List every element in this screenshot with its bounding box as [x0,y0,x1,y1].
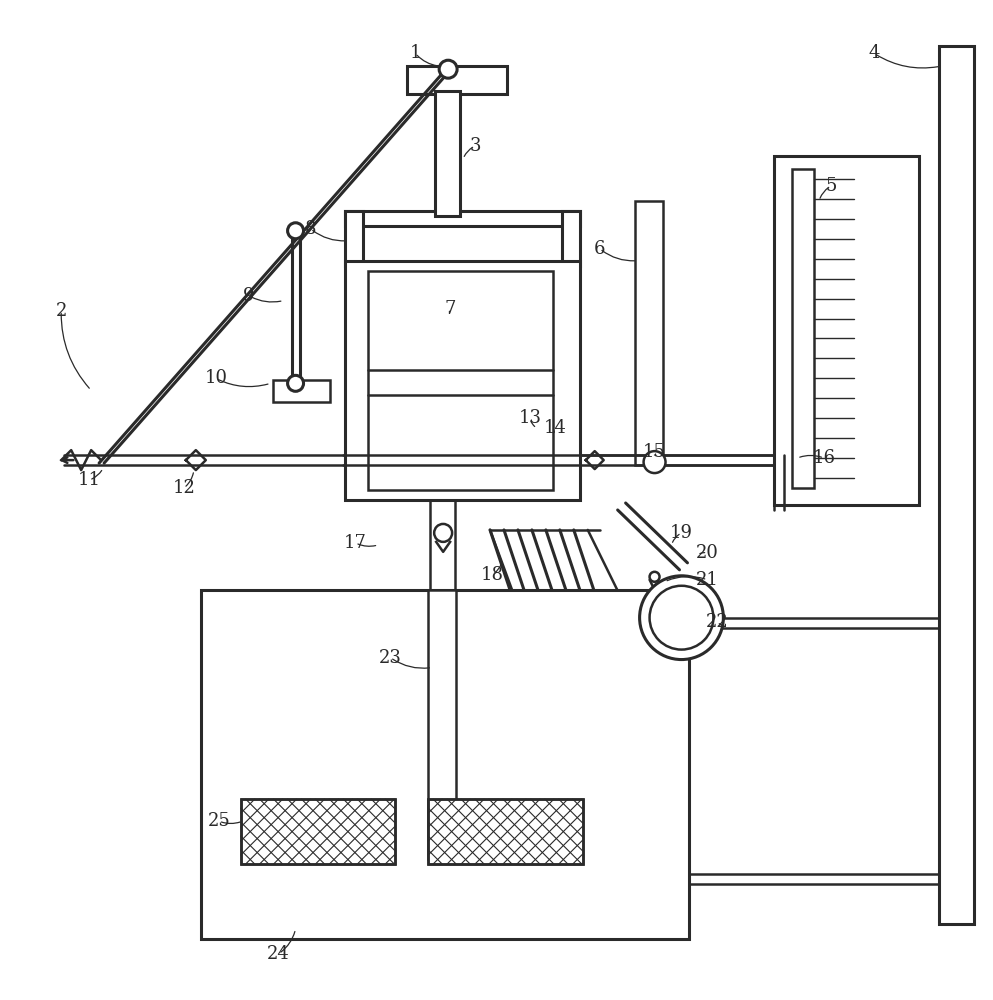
Text: 5: 5 [825,177,837,195]
Text: 22: 22 [706,613,729,631]
Bar [201,590,689,939]
Bar [792,169,814,488]
Bar [240,799,395,864]
Text: 3: 3 [470,137,481,155]
Text: 14: 14 [543,419,566,437]
Text: 20: 20 [696,544,719,562]
Text: 9: 9 [243,287,254,305]
Text: 17: 17 [344,534,366,552]
Circle shape [288,375,304,391]
Bar [428,590,456,859]
Text: 1: 1 [409,44,421,62]
Text: 21: 21 [696,571,719,589]
Text: 16: 16 [812,449,835,467]
Bar [346,211,580,226]
Circle shape [639,576,723,660]
Text: 15: 15 [643,443,666,461]
Text: 19: 19 [670,524,693,542]
Circle shape [439,60,457,78]
Text: 10: 10 [205,369,227,387]
Text: 25: 25 [208,812,230,830]
Bar [435,91,460,216]
Text: 23: 23 [379,649,402,667]
Text: 13: 13 [518,409,541,427]
Bar [635,201,662,465]
Text: 18: 18 [481,566,503,584]
Circle shape [649,572,659,582]
Bar [562,211,580,266]
Circle shape [643,451,665,473]
Text: 6: 6 [594,240,606,258]
Bar [273,380,331,402]
Bar [346,211,363,266]
Bar [346,261,580,500]
Text: 7: 7 [445,300,456,318]
Bar [428,799,583,864]
Circle shape [649,586,713,650]
Bar [368,271,553,490]
Circle shape [288,223,304,239]
Text: 11: 11 [77,471,100,489]
Text: 8: 8 [305,220,317,238]
Bar [240,799,395,864]
Circle shape [434,524,452,542]
Bar [428,799,583,864]
Text: 2: 2 [56,302,67,320]
Text: 12: 12 [173,479,196,497]
Text: 24: 24 [267,945,290,963]
Bar [938,46,974,924]
Text: 4: 4 [868,44,880,62]
Bar [775,156,919,505]
Bar [407,66,507,94]
